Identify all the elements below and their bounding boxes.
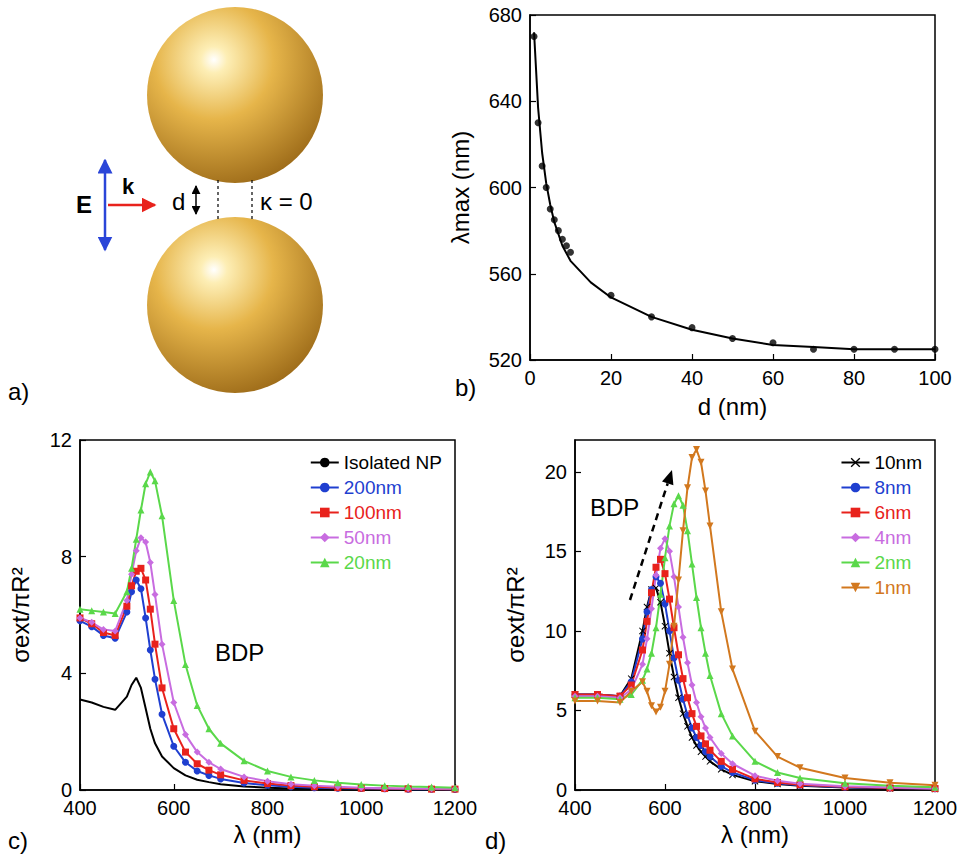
svg-text:κ = 0: κ = 0: [260, 188, 313, 215]
svg-text:10nm: 10nm: [874, 452, 922, 473]
svg-text:σext/πR²: σext/πR²: [502, 567, 529, 662]
svg-text:c): c): [8, 827, 28, 854]
svg-text:520: 520: [489, 349, 522, 371]
svg-text:50nm: 50nm: [344, 527, 392, 548]
svg-text:d): d): [485, 827, 506, 854]
svg-text:σext/πR²: σext/πR²: [7, 567, 34, 662]
svg-text:E: E: [76, 191, 92, 218]
svg-text:0: 0: [555, 779, 567, 801]
svg-text:k: k: [122, 174, 135, 199]
svg-text:80: 80: [843, 367, 865, 389]
svg-text:60: 60: [762, 367, 784, 389]
svg-text:2nm: 2nm: [874, 552, 911, 573]
svg-text:400: 400: [558, 797, 591, 819]
svg-text:λ (nm): λ (nm): [721, 821, 789, 848]
svg-text:8nm: 8nm: [874, 477, 911, 498]
svg-text:b): b): [455, 374, 476, 401]
svg-text:d (nm): d (nm): [698, 393, 767, 420]
svg-text:1200: 1200: [433, 797, 478, 819]
svg-text:Isolated NP: Isolated NP: [344, 452, 442, 473]
svg-text:600: 600: [489, 177, 522, 199]
svg-text:20nm: 20nm: [344, 552, 392, 573]
svg-text:8: 8: [61, 546, 72, 568]
svg-text:600: 600: [648, 797, 681, 819]
svg-text:100: 100: [918, 367, 951, 389]
svg-text:400: 400: [63, 797, 96, 819]
svg-text:40: 40: [681, 367, 703, 389]
svg-text:1nm: 1nm: [874, 577, 911, 598]
svg-text:200nm: 200nm: [344, 477, 402, 498]
svg-text:15: 15: [545, 540, 567, 562]
svg-text:100nm: 100nm: [344, 502, 402, 523]
svg-text:BDP: BDP: [590, 494, 639, 521]
svg-text:6nm: 6nm: [874, 502, 911, 523]
svg-text:12: 12: [50, 429, 72, 451]
svg-text:1000: 1000: [339, 797, 384, 819]
svg-text:λmax (nm): λmax (nm): [447, 131, 474, 244]
svg-text:560: 560: [489, 263, 522, 285]
svg-text:640: 640: [489, 90, 522, 112]
svg-text:5: 5: [556, 699, 567, 721]
svg-text:1000: 1000: [823, 797, 868, 819]
svg-text:d: d: [172, 188, 185, 215]
svg-text:20: 20: [600, 367, 622, 389]
svg-text:1200: 1200: [913, 797, 958, 819]
svg-text:0: 0: [524, 367, 535, 389]
svg-text:10: 10: [545, 620, 567, 642]
svg-text:4: 4: [61, 662, 72, 684]
svg-text:4nm: 4nm: [874, 527, 911, 548]
svg-text:600: 600: [157, 797, 190, 819]
svg-text:680: 680: [489, 4, 522, 26]
svg-text:20: 20: [545, 461, 567, 483]
svg-text:λ (nm): λ (nm): [234, 821, 302, 848]
svg-text:BDP: BDP: [215, 639, 264, 666]
svg-text:800: 800: [738, 797, 771, 819]
svg-text:0: 0: [60, 779, 72, 801]
svg-text:800: 800: [251, 797, 284, 819]
svg-text:a): a): [8, 378, 29, 405]
